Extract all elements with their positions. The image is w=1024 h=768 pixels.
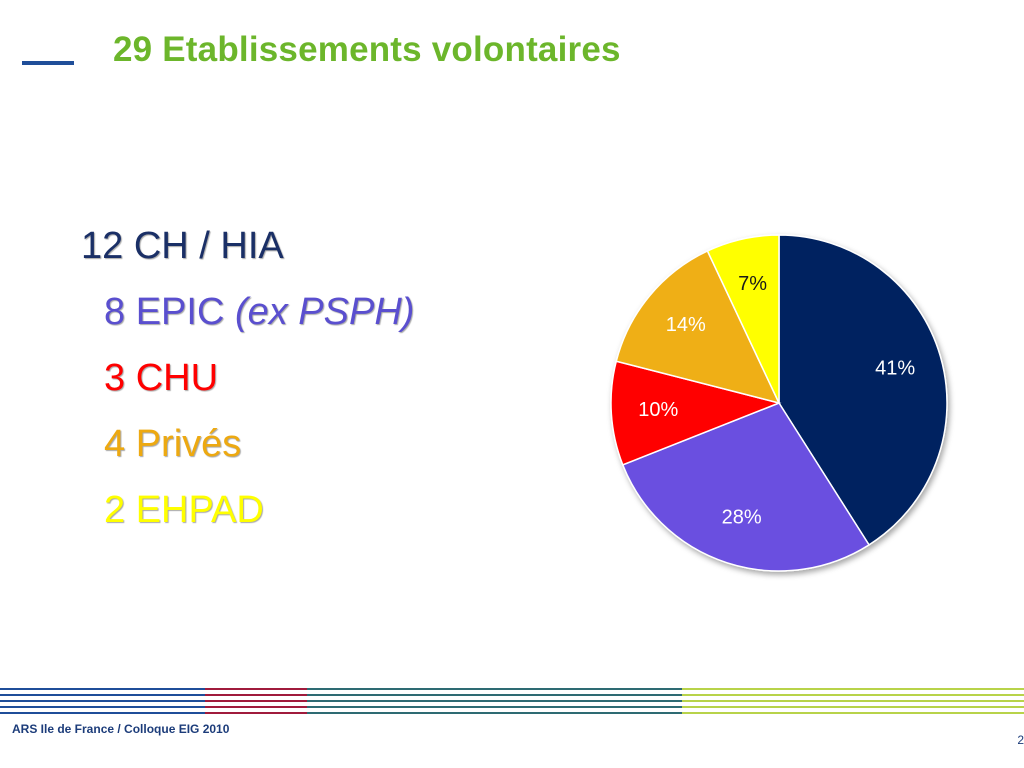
pie-chart: 41% 28% 10% 14% 7% xyxy=(590,220,970,590)
pie-slice-7 xyxy=(706,234,780,404)
pie-label-7: 7% xyxy=(738,273,767,295)
bullet-item-chu: 3 CHU xyxy=(104,357,218,400)
footer-stripe-green xyxy=(682,706,1024,708)
footer-stripe-red xyxy=(205,700,307,702)
bullet-suffix: (ex PSPH) xyxy=(234,291,415,333)
footer-stripe-green xyxy=(682,688,1024,690)
bullet-item-epic: 8 EPIC (ex PSPH) xyxy=(104,291,414,334)
footer-stripe-blue xyxy=(0,706,205,708)
footer-stripe-green xyxy=(682,694,1024,696)
footer-stripe-blue xyxy=(0,694,205,696)
footer-stripe-red xyxy=(205,694,307,696)
bullet-item-ch-hia: 12 CH / HIA xyxy=(81,225,284,268)
footer-stripe-blue xyxy=(0,712,205,714)
footer-stripe-teal xyxy=(307,712,682,714)
pie-slice-14 xyxy=(615,249,781,405)
pie-label-28: 28% xyxy=(722,506,762,528)
footer-stripe-blue xyxy=(0,700,205,702)
pie-label-10: 10% xyxy=(638,399,678,421)
slide-title: 29 Etablissements volontaires xyxy=(113,30,621,69)
pie-label-14: 14% xyxy=(666,314,706,336)
pie-chart-svg: 41% 28% 10% 14% 7% xyxy=(610,234,948,572)
pie-label-41: 41% xyxy=(875,358,915,380)
bullet-item-ehpad: 2 EHPAD xyxy=(104,489,264,532)
footer-stripe-red xyxy=(205,688,307,690)
page-number: 2 xyxy=(1017,733,1024,747)
bullet-text: 12 CH / HIA xyxy=(81,225,284,267)
footer-stripe-green xyxy=(682,700,1024,702)
pie-slice-28 xyxy=(621,402,871,572)
footer-text: ARS Ile de France / Colloque EIG 2010 xyxy=(12,722,230,736)
footer-stripes xyxy=(0,688,1024,718)
footer-stripe-red xyxy=(205,706,307,708)
footer-stripe-teal xyxy=(307,694,682,696)
bullet-text: 3 CHU xyxy=(104,357,219,399)
footer-stripe-green xyxy=(682,712,1024,714)
bullet-text: 4 Privés xyxy=(104,423,242,465)
pie-slice-41 xyxy=(778,234,948,546)
footer-stripe-teal xyxy=(307,688,682,690)
footer-stripe-red xyxy=(205,712,307,714)
bullet-text: 2 EHPAD xyxy=(104,489,264,531)
bullet-text: 8 EPIC xyxy=(104,291,235,333)
bullet-item-prives: 4 Privés xyxy=(104,423,241,466)
footer-stripe-teal xyxy=(307,706,682,708)
title-accent-bar xyxy=(22,61,74,65)
pie-slice-10 xyxy=(610,360,782,466)
footer-stripe-blue xyxy=(0,688,205,690)
footer-stripe-teal xyxy=(307,700,682,702)
